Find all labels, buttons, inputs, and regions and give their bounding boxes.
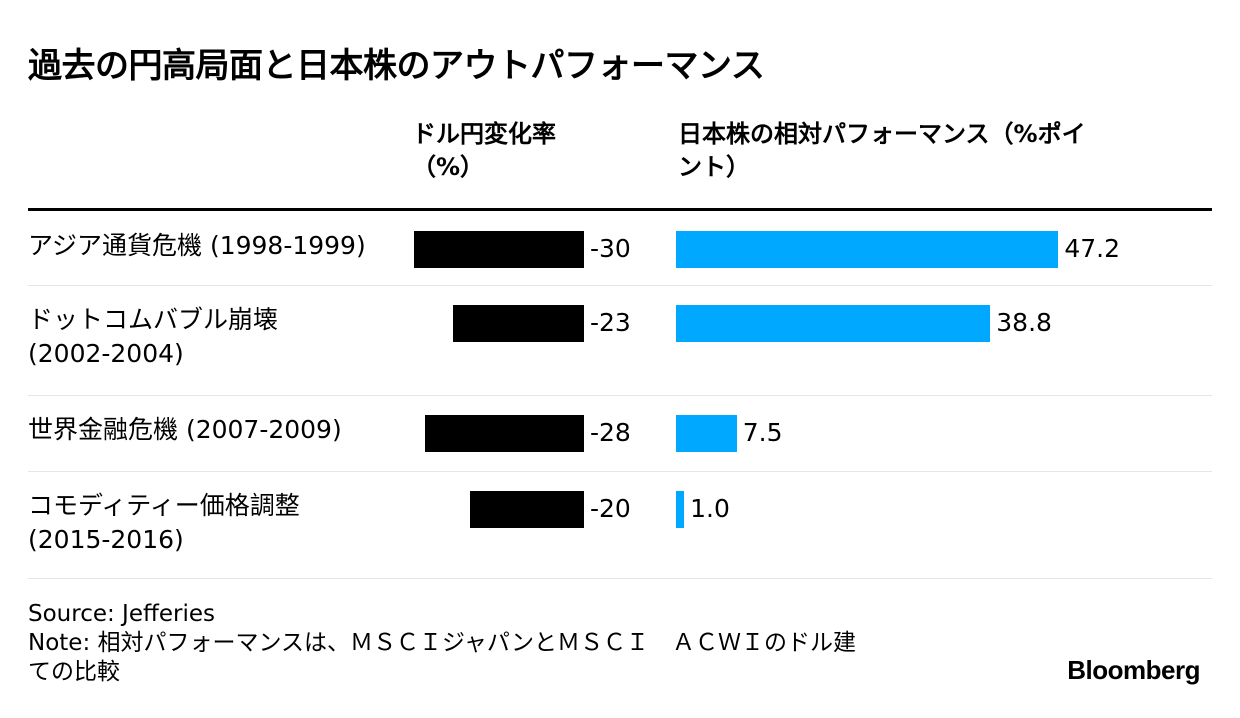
relative-performance-label: 1.0 bbox=[690, 494, 730, 523]
chart-title: 過去の円高局面と日本株のアウトパフォーマンス bbox=[28, 46, 765, 86]
fx-change-bar bbox=[453, 305, 582, 342]
row-label-line: 世界金融危機 (2007-2009) bbox=[28, 415, 342, 444]
fx-zero-axis bbox=[582, 231, 584, 268]
bloomberg-logo: Bloomberg bbox=[1067, 655, 1200, 685]
fx-change-bar bbox=[414, 231, 582, 268]
fx-change-bar bbox=[470, 491, 582, 528]
fx-change-header-line2: （%） bbox=[412, 153, 485, 181]
note-text-line1: Note: 相対パフォーマンスは、ＭＳＣＩジャパンとＭＳＣＩ ＡＣＷＩのドル建 bbox=[28, 630, 857, 656]
fx-change-bar bbox=[425, 415, 582, 452]
note-text-line2: ての比較 bbox=[28, 659, 120, 685]
row-label: アジア通貨危機 (1998-1999) bbox=[28, 229, 398, 263]
row-label-line: (2002-2004) bbox=[28, 339, 184, 368]
row-label-line: コモディティー価格調整 bbox=[28, 491, 300, 520]
fx-change-label: -28 bbox=[590, 418, 631, 447]
fx-zero-axis bbox=[582, 491, 584, 528]
row-separator bbox=[28, 578, 1212, 579]
relative-performance-label: 38.8 bbox=[996, 308, 1052, 337]
row-label: ドットコムバブル崩壊 (2002-2004) bbox=[28, 303, 398, 371]
fx-change-label: -30 bbox=[590, 234, 631, 263]
chart-footer: Source: Jefferies Note: 相対パフォーマンスは、ＭＳＣＩジ… bbox=[28, 600, 988, 687]
relative-performance-label: 47.2 bbox=[1064, 234, 1120, 263]
relative-performance-bar bbox=[676, 415, 737, 452]
fx-change-header-line1: ドル円変化率 bbox=[412, 120, 556, 148]
row-label-line: (2015-2016) bbox=[28, 525, 184, 554]
fx-change-label: -20 bbox=[590, 494, 631, 523]
fx-zero-axis bbox=[582, 305, 584, 342]
row-label: 世界金融危機 (2007-2009) bbox=[28, 413, 398, 447]
fx-change-header: ドル円変化率 （%） bbox=[412, 118, 612, 184]
header-rule bbox=[28, 208, 1212, 211]
relative-performance-bar bbox=[676, 491, 685, 528]
relative-performance-bar bbox=[676, 231, 1059, 268]
relative-performance-label: 7.5 bbox=[742, 418, 783, 447]
row-separator bbox=[28, 395, 1212, 396]
row-separator bbox=[28, 285, 1212, 286]
fx-zero-axis bbox=[582, 415, 584, 452]
row-label-line: アジア通貨危機 (1998-1999) bbox=[28, 231, 366, 260]
fx-change-label: -23 bbox=[590, 308, 631, 337]
relative-performance-header: 日本株の相対パフォーマンス（%ポイ ント） bbox=[678, 118, 1198, 184]
row-label-line: ドットコムバブル崩壊 bbox=[28, 305, 279, 334]
row-label: コモディティー価格調整 (2015-2016) bbox=[28, 489, 398, 557]
source-text: Source: Jefferies bbox=[28, 601, 215, 627]
relative-performance-header-line2: ント） bbox=[678, 153, 750, 181]
relative-performance-header-line1: 日本株の相対パフォーマンス（%ポイ bbox=[678, 120, 1086, 148]
row-separator bbox=[28, 471, 1212, 472]
relative-performance-bar bbox=[676, 305, 991, 342]
